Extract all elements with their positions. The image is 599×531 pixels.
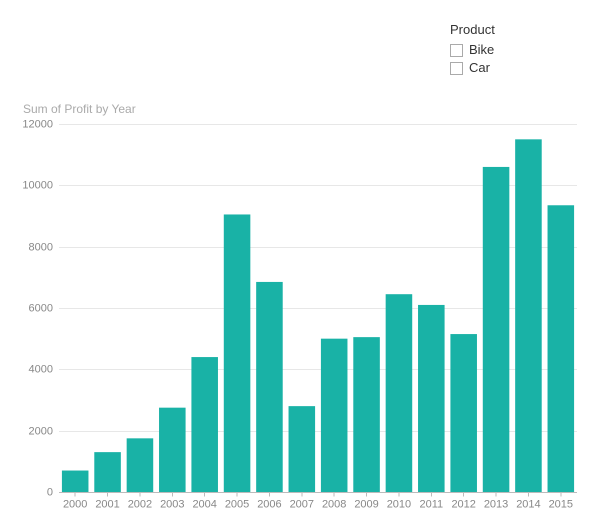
y-tick-label: 0	[47, 486, 53, 498]
bar	[450, 334, 477, 492]
bar	[483, 167, 510, 492]
legend-item-bike[interactable]: Bike	[450, 41, 495, 59]
y-tick-label: 12000	[23, 119, 53, 130]
y-tick-label: 2000	[29, 425, 53, 437]
bar	[94, 452, 121, 492]
legend-item-car[interactable]: Car	[450, 59, 495, 77]
x-tick-label: 2006	[257, 499, 281, 511]
x-tick-label: 2014	[516, 499, 540, 511]
x-tick-label: 2010	[387, 499, 411, 511]
bar	[321, 339, 348, 492]
legend-box-icon	[450, 44, 463, 57]
x-tick-label: 2002	[128, 499, 152, 511]
x-tick-label: 2013	[484, 499, 508, 511]
x-tick-label: 2003	[160, 499, 184, 511]
x-tick-label: 2001	[95, 499, 119, 511]
bar-chart: 0 2000 4000 6000 8000 10000 12000 2000 2001 2002 2…	[23, 119, 579, 514]
x-tick-label: 2004	[192, 499, 216, 511]
bar	[353, 337, 380, 492]
bar	[386, 294, 413, 492]
chart-svg: 0 2000 4000 6000 8000 10000 12000 2000 2001 2002 2…	[23, 119, 579, 514]
bar	[289, 406, 316, 492]
x-tick-label: 2005	[225, 499, 249, 511]
bar	[256, 282, 283, 492]
x-tick-label: 2000	[63, 499, 87, 511]
bar	[548, 205, 575, 492]
y-tick-label: 6000	[29, 302, 53, 314]
y-tick-label: 8000	[29, 241, 53, 253]
x-tick-label: 2009	[354, 499, 378, 511]
bar	[418, 305, 445, 492]
legend-title: Product	[450, 22, 495, 37]
bar	[62, 471, 89, 492]
bar	[159, 408, 186, 492]
x-tick-label: 2012	[451, 499, 475, 511]
bar	[127, 438, 154, 492]
legend-box-icon	[450, 62, 463, 75]
y-tick-label: 10000	[23, 179, 53, 191]
legend-item-label: Car	[469, 59, 490, 77]
x-tick-label: 2011	[419, 499, 443, 511]
bar	[224, 214, 251, 492]
bar	[191, 357, 218, 492]
y-tick-label: 4000	[29, 363, 53, 375]
x-tick-label: 2007	[290, 499, 314, 511]
chart-title: Sum of Profit by Year	[23, 102, 136, 116]
legend-item-label: Bike	[469, 41, 494, 59]
bar	[515, 139, 542, 492]
x-tick-label: 2008	[322, 499, 346, 511]
x-tick-label: 2015	[549, 499, 573, 511]
legend: Product Bike Car	[450, 22, 495, 77]
